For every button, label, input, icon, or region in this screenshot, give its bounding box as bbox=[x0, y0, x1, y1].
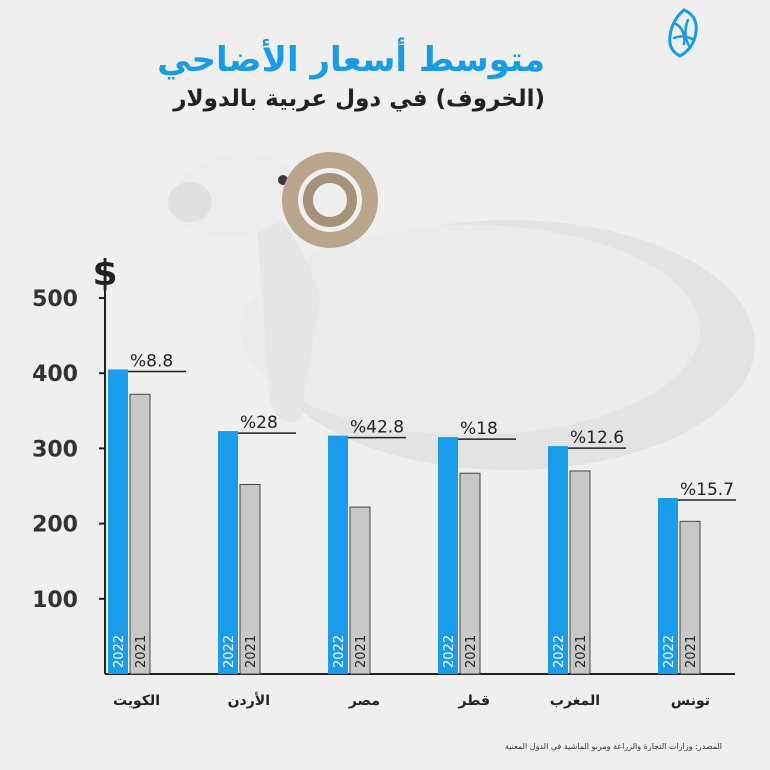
bar-year-label: 2021 bbox=[464, 635, 479, 668]
category-label: الأردن bbox=[228, 692, 270, 709]
category-label: مصر bbox=[348, 693, 380, 709]
bar-2022 bbox=[438, 437, 458, 674]
bar-year-label: 2022 bbox=[662, 635, 677, 668]
change-label: %15.7 bbox=[680, 480, 734, 500]
bar-2022 bbox=[108, 369, 128, 674]
sheep-illustration bbox=[168, 151, 755, 470]
chart-title: متوسط أسعار الأضاحي bbox=[157, 40, 545, 80]
bar-2021 bbox=[239, 483, 261, 675]
bar-year-label: 2021 bbox=[684, 635, 699, 668]
y-tick-label: 200 bbox=[32, 513, 78, 538]
bar-2021 bbox=[459, 472, 481, 675]
category-label: المغرب bbox=[550, 693, 600, 709]
change-label: %42.8 bbox=[350, 418, 404, 438]
y-tick-label: 300 bbox=[32, 437, 78, 462]
y-tick-label: 400 bbox=[32, 362, 78, 387]
bar-year-label: 2022 bbox=[222, 635, 237, 668]
bar-year-label: 2022 bbox=[112, 635, 127, 668]
y-tick-label: 500 bbox=[32, 287, 78, 312]
y-unit-label: $ bbox=[92, 253, 117, 294]
change-label: %8.8 bbox=[130, 351, 173, 371]
bar-2022 bbox=[548, 446, 568, 674]
change-label: %12.6 bbox=[570, 428, 624, 448]
change-label: %28 bbox=[240, 413, 278, 433]
category-label: الكويت bbox=[113, 693, 160, 709]
bar-year-label: 2022 bbox=[332, 635, 347, 668]
bar-2021 bbox=[349, 506, 371, 675]
bar-year-label: 2021 bbox=[354, 635, 369, 668]
chart-subtitle: (الخروف) في دول عربية بالدولار bbox=[173, 86, 545, 112]
source-note: المصدر: وزارات التجارة والزراعة ومربو ال… bbox=[504, 742, 722, 751]
bar-2021 bbox=[129, 393, 151, 675]
bar-year-label: 2021 bbox=[134, 635, 149, 668]
y-tick-label: 100 bbox=[32, 588, 78, 613]
bar-2022 bbox=[328, 435, 348, 674]
bar-2021 bbox=[569, 470, 591, 675]
aljazeera-logo-icon bbox=[668, 8, 698, 58]
bar-2022 bbox=[218, 431, 238, 674]
category-label: قطر bbox=[457, 693, 490, 709]
bar-year-label: 2022 bbox=[442, 635, 457, 668]
bar-year-label: 2021 bbox=[574, 635, 589, 668]
bar-year-label: 2022 bbox=[552, 635, 567, 668]
bar-2022 bbox=[658, 498, 678, 674]
change-label: %18 bbox=[460, 419, 498, 439]
bar-2021 bbox=[679, 520, 701, 675]
category-label: تونس bbox=[671, 693, 710, 709]
bar-year-label: 2021 bbox=[244, 635, 259, 668]
